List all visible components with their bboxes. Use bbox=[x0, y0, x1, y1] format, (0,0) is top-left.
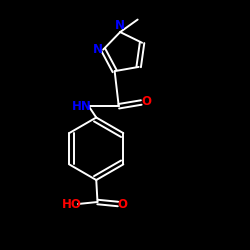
Text: N: N bbox=[115, 19, 125, 32]
Text: HN: HN bbox=[72, 100, 92, 113]
Text: O: O bbox=[141, 95, 151, 108]
Text: N: N bbox=[93, 43, 103, 56]
Text: HO: HO bbox=[62, 198, 82, 210]
Text: O: O bbox=[118, 198, 128, 210]
